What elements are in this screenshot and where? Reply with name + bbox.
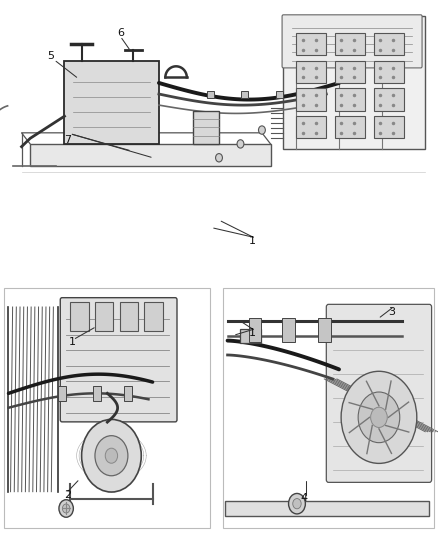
Bar (223, 288, 434, 528)
Bar (335, 88, 365, 111)
Bar (240, 328, 261, 343)
Text: 4: 4 (301, 494, 308, 503)
Bar (374, 33, 403, 55)
Bar (120, 302, 138, 331)
Bar (58, 386, 66, 401)
Text: 5: 5 (47, 51, 54, 61)
Circle shape (289, 494, 305, 514)
Bar (93, 386, 101, 401)
Circle shape (237, 140, 244, 148)
Bar (70, 302, 89, 331)
Bar (335, 61, 365, 83)
Circle shape (341, 372, 417, 463)
Bar (296, 116, 326, 139)
Bar (95, 302, 113, 331)
Bar (374, 88, 403, 111)
Text: 3: 3 (389, 307, 396, 317)
Circle shape (63, 504, 70, 513)
Bar (296, 88, 326, 111)
Circle shape (59, 500, 73, 517)
Circle shape (95, 435, 128, 476)
Text: 1: 1 (248, 236, 255, 246)
Circle shape (215, 154, 223, 162)
Text: 7: 7 (64, 135, 71, 144)
Bar (374, 116, 403, 139)
Bar (145, 302, 163, 331)
Bar (193, 111, 219, 144)
Bar (335, 33, 365, 55)
Bar (241, 91, 248, 98)
Text: 6: 6 (117, 28, 124, 38)
Bar (249, 318, 261, 342)
Bar (296, 33, 326, 55)
Bar (374, 61, 403, 83)
Bar (64, 61, 159, 144)
Circle shape (81, 419, 141, 492)
Bar (318, 318, 331, 342)
Bar (226, 501, 429, 516)
Circle shape (358, 392, 400, 443)
Bar (207, 91, 214, 98)
Bar (335, 116, 365, 139)
Circle shape (105, 448, 117, 463)
Circle shape (258, 126, 265, 134)
Polygon shape (30, 144, 271, 166)
Bar (282, 318, 295, 342)
Bar (283, 17, 425, 149)
Bar (296, 61, 326, 83)
FancyBboxPatch shape (282, 15, 422, 68)
Circle shape (293, 498, 301, 509)
Text: 2: 2 (64, 490, 71, 499)
Text: 1: 1 (69, 337, 76, 347)
Bar (4, 288, 210, 528)
Bar (124, 386, 132, 401)
FancyBboxPatch shape (60, 297, 177, 422)
Bar (276, 91, 283, 98)
FancyBboxPatch shape (326, 304, 431, 482)
Circle shape (371, 407, 387, 427)
Text: 1: 1 (248, 328, 255, 338)
